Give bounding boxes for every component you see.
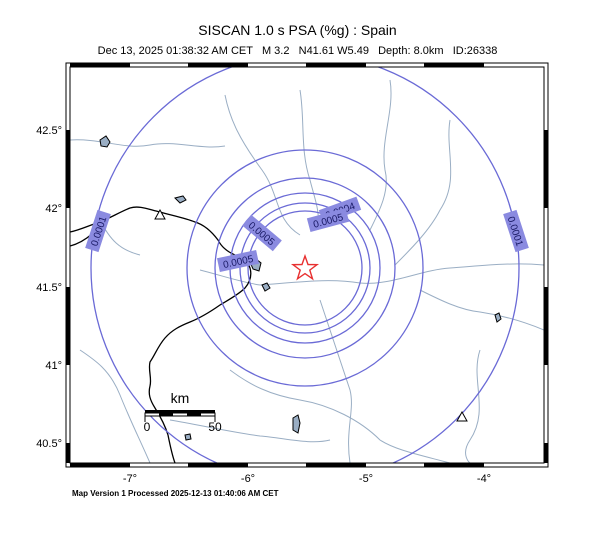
lat-tick: 42.5° bbox=[36, 125, 62, 137]
river bbox=[465, 349, 481, 463]
reservoir bbox=[99, 135, 111, 148]
reservoirs bbox=[99, 135, 502, 441]
map-frame bbox=[65, 62, 549, 468]
scale-bar: km 0 50 bbox=[144, 390, 222, 434]
reservoir bbox=[184, 433, 192, 441]
map-area bbox=[70, 67, 544, 463]
event-subtitle: Dec 13, 2025 01:38:32 AM CET M 3.2 N41.6… bbox=[97, 45, 498, 57]
river bbox=[224, 94, 301, 236]
lon-tick: -5° bbox=[359, 473, 373, 485]
lat-tick: 41° bbox=[45, 360, 62, 372]
contour-0.0002 bbox=[186, 149, 424, 387]
contour-0.0005a bbox=[239, 202, 371, 334]
lon-tick: -7° bbox=[123, 473, 137, 485]
latitude-ticks: 42.5° 42° 41.5° 41° 40.5° bbox=[36, 125, 62, 450]
national-border bbox=[70, 206, 252, 463]
reservoir bbox=[174, 195, 187, 204]
rivers bbox=[70, 79, 544, 463]
station-triangle bbox=[154, 208, 166, 220]
river bbox=[369, 79, 392, 231]
river bbox=[169, 419, 331, 443]
reservoir bbox=[494, 312, 502, 323]
river bbox=[199, 269, 261, 286]
map-footer: Map Version 1 Processed 2025-12-13 01:40… bbox=[72, 489, 279, 498]
scale-max: 50 bbox=[208, 420, 222, 434]
scale-min: 0 bbox=[144, 420, 151, 434]
reservoir bbox=[261, 282, 271, 292]
station-triangle bbox=[456, 410, 468, 422]
lat-tick: 40.5° bbox=[36, 438, 62, 450]
stations bbox=[154, 208, 468, 422]
scale-unit: km bbox=[171, 390, 190, 406]
lon-tick: -6° bbox=[241, 473, 255, 485]
river-duero bbox=[259, 263, 544, 286]
river bbox=[229, 369, 451, 463]
contour-labels: 0.0001 0.0001 0.0004 0.0005 0.0005 0.000… bbox=[85, 196, 529, 273]
lat-tick: 42° bbox=[45, 203, 62, 215]
map-title: SISCAN 1.0 s PSA (%g) : Spain bbox=[198, 22, 397, 38]
reservoir bbox=[292, 414, 301, 434]
contour-0.0005b bbox=[247, 210, 363, 326]
river bbox=[70, 139, 226, 148]
lon-tick: -4° bbox=[477, 473, 491, 485]
river bbox=[79, 349, 151, 463]
contour-0.0003 bbox=[214, 177, 396, 359]
longitude-ticks: -7° -6° -5° -4° bbox=[123, 473, 491, 485]
river bbox=[419, 289, 544, 331]
lat-tick: 41.5° bbox=[36, 282, 62, 294]
contour-0.0001 bbox=[90, 67, 520, 463]
river bbox=[319, 299, 352, 463]
epicenter-star-icon bbox=[290, 253, 320, 281]
river bbox=[394, 119, 452, 266]
